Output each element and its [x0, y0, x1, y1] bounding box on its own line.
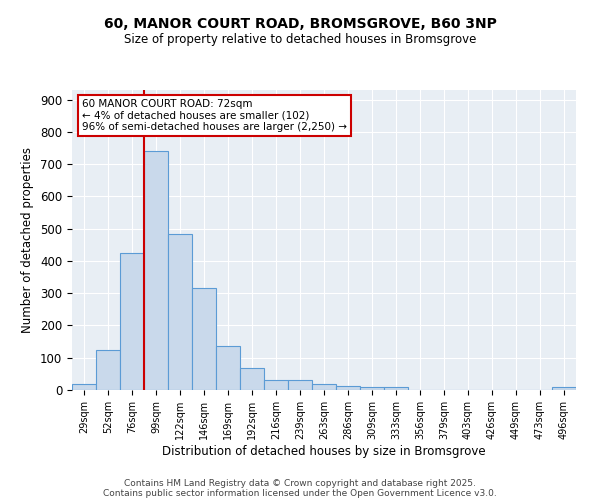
Text: Contains public sector information licensed under the Open Government Licence v3: Contains public sector information licen… [103, 488, 497, 498]
Bar [120, 253, 144, 390]
Bar [264, 380, 288, 390]
Bar [96, 350, 120, 390]
Bar [552, 388, 576, 390]
Bar [384, 387, 408, 390]
Text: 60 MANOR COURT ROAD: 72sqm
← 4% of detached houses are smaller (102)
96% of semi: 60 MANOR COURT ROAD: 72sqm ← 4% of detac… [82, 99, 347, 132]
Text: Size of property relative to detached houses in Bromsgrove: Size of property relative to detached ho… [124, 32, 476, 46]
Y-axis label: Number of detached properties: Number of detached properties [22, 147, 34, 333]
Bar [240, 368, 264, 390]
Bar [144, 152, 168, 390]
X-axis label: Distribution of detached houses by size in Bromsgrove: Distribution of detached houses by size … [162, 444, 486, 458]
Bar [72, 384, 96, 390]
Bar [336, 386, 360, 390]
Bar [288, 380, 312, 390]
Bar [216, 346, 240, 390]
Bar [192, 288, 216, 390]
Text: 60, MANOR COURT ROAD, BROMSGROVE, B60 3NP: 60, MANOR COURT ROAD, BROMSGROVE, B60 3N… [104, 18, 496, 32]
Bar [360, 388, 384, 390]
Text: Contains HM Land Registry data © Crown copyright and database right 2025.: Contains HM Land Registry data © Crown c… [124, 478, 476, 488]
Bar [168, 234, 192, 390]
Bar [312, 384, 336, 390]
